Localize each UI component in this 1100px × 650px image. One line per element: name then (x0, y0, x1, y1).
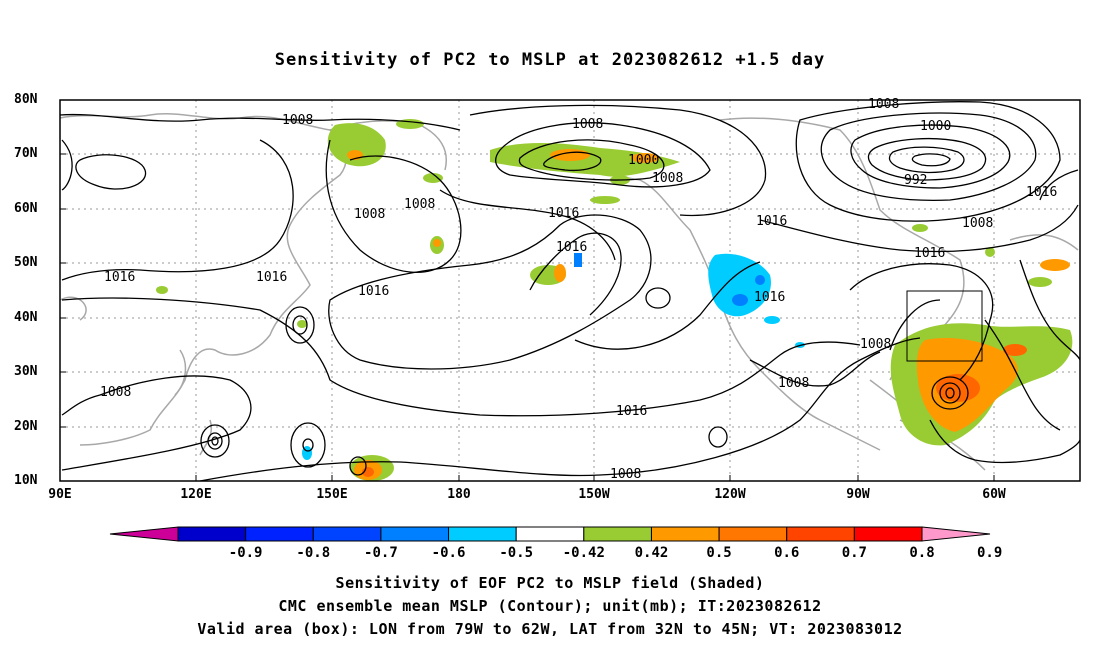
contour-label: 1008 (860, 337, 891, 352)
contour-labels: 1008 1008 1000 1008 1008 1008 1016 1016 … (100, 97, 1057, 482)
lon-label: 180 (447, 487, 471, 502)
colorbar-tick-label: 0.5 (706, 545, 732, 561)
colorbar-tick-label: -0.7 (364, 545, 398, 561)
lat-label: 70N (14, 146, 38, 161)
map-panel: 1008 1008 1000 1008 1008 1008 1016 1016 … (14, 92, 1081, 502)
contour-label: 1008 (778, 376, 809, 391)
lon-label: 150E (316, 487, 348, 502)
colorbar-arrow-left (109, 526, 179, 542)
contour-label: 1016 (104, 270, 135, 285)
colorbar-tick-label: -0.9 (228, 545, 263, 561)
caption-line-2: CMC ensemble mean MSLP (Contour); unit(m… (278, 597, 822, 615)
lat-label: 20N (14, 419, 38, 434)
colorbar-cell (583, 526, 652, 542)
lat-label: 30N (14, 364, 38, 379)
colorbar-tick-label: 0.7 (841, 545, 867, 561)
lat-label: 50N (14, 255, 38, 270)
lon-label: 150W (578, 487, 610, 502)
contour-label: 1016 (616, 404, 647, 419)
colorbar-cell (448, 526, 517, 542)
contour-label: 1016 (358, 284, 389, 299)
colorbar-cell (718, 526, 788, 542)
colorbar-tick-label: -0.42 (562, 545, 605, 561)
lat-label: 80N (14, 92, 38, 107)
colorbar-cell (380, 526, 450, 542)
contour-label: 1016 (256, 270, 287, 285)
contour-label: 1016 (756, 214, 787, 229)
contour-label: 1016 (556, 240, 587, 255)
colorbar-tick-label: -0.8 (296, 545, 331, 561)
contour-label: 1008 (962, 216, 993, 231)
colorbar-cell (853, 526, 923, 542)
valid-area-box (906, 290, 983, 362)
colorbar-cell (515, 526, 585, 542)
lat-label: 60N (14, 201, 38, 216)
contour-label: 1008 (100, 385, 131, 400)
contour-label: 1008 (354, 207, 385, 222)
caption-line-3: Valid area (box): LON from 79W to 62W, L… (197, 620, 903, 638)
lon-label: 120E (180, 487, 212, 502)
colorbar-tick-label: -0.6 (431, 545, 466, 561)
caption-line-1: Sensitivity of EOF PC2 to MSLP field (Sh… (335, 574, 765, 592)
contour-label: 1016 (914, 246, 945, 261)
lon-label: 90E (48, 487, 72, 502)
lat-label: 10N (14, 473, 38, 488)
contour-label: 1008 (610, 467, 641, 482)
lat-label: 40N (14, 310, 38, 325)
colorbar-tick-label: -0.5 (499, 545, 534, 561)
contour-label: 1000 (628, 153, 659, 168)
colorbar-cell (245, 526, 314, 542)
plot-frame (59, 99, 1081, 482)
contour-label: 1008 (404, 197, 435, 212)
colorbar-cell (177, 526, 247, 542)
map-title: Sensitivity of PC2 to MSLP at 2023082612… (274, 50, 826, 70)
colorbar-cell (650, 526, 720, 542)
mslp-contours (59, 101, 1081, 482)
contour-label: 1000 (920, 119, 951, 134)
lon-label: 120W (714, 487, 746, 502)
colorbar-cell (786, 526, 855, 542)
sensitivity-shading (156, 119, 1073, 481)
colorbar (109, 526, 991, 542)
colorbar-tick-label: 0.6 (774, 545, 800, 561)
colorbar-tick-label: 0.42 (634, 545, 669, 561)
contour-label: 1008 (652, 171, 683, 186)
contour-label: 992 (904, 173, 927, 188)
contour-label: 1016 (548, 206, 579, 221)
map-svg: 1008 1008 1000 1008 1008 1008 1016 1016 … (59, 97, 1081, 482)
tick-marks (60, 153, 995, 481)
contour-label: 1016 (1026, 185, 1057, 200)
colorbar-tick-label: 0.8 (909, 545, 935, 561)
colorbar-arrow-right (921, 526, 991, 542)
contour-label: 1008 (572, 117, 603, 132)
contour-label: 1008 (282, 113, 313, 128)
colorbar-cell (312, 526, 382, 542)
lon-label: 60W (982, 487, 1006, 502)
colorbar-tick-label: 0.9 (976, 545, 1003, 561)
contour-label: 1016 (754, 290, 785, 305)
lon-label: 90W (846, 487, 870, 502)
